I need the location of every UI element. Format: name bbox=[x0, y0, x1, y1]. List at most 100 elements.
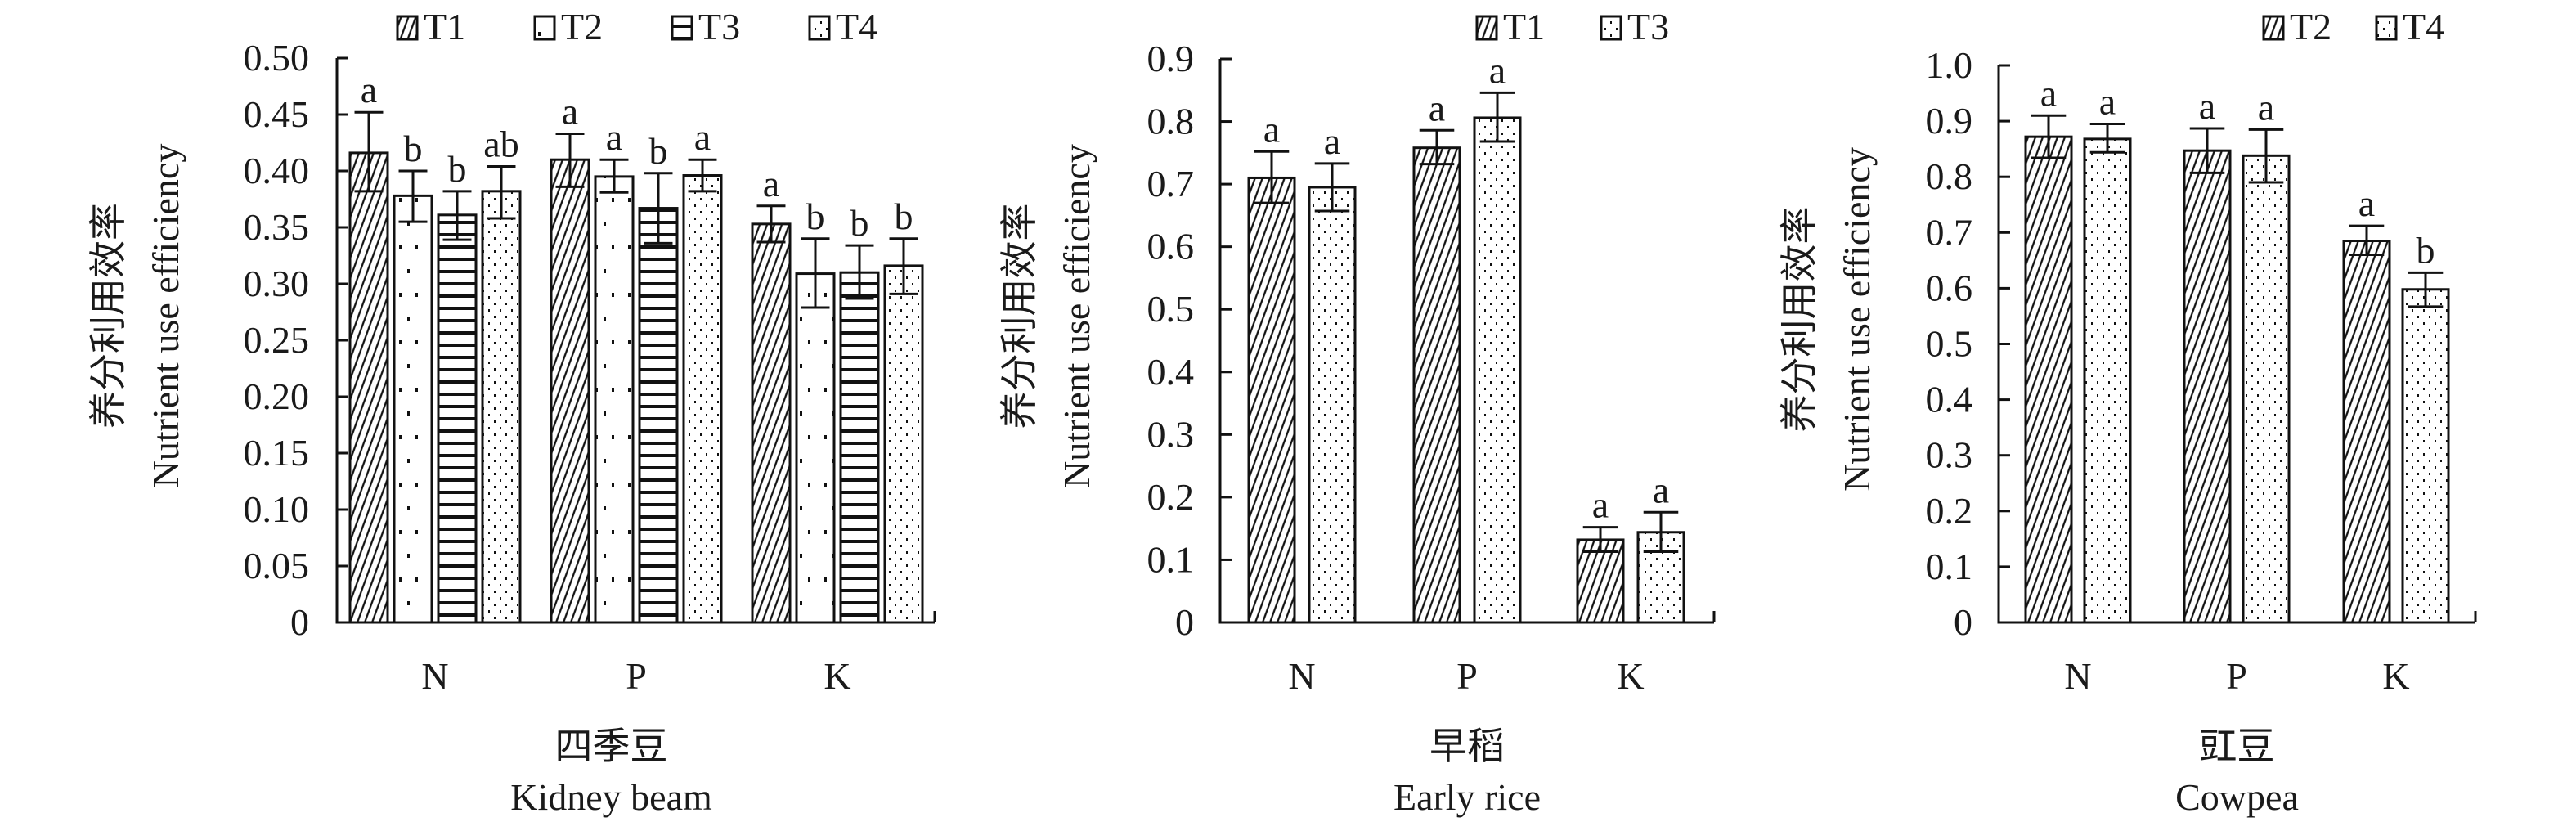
significance-letter: a bbox=[1324, 120, 1340, 162]
y-tick-label: 0.4 bbox=[1147, 351, 1195, 393]
bar bbox=[682, 174, 723, 624]
bar-N-T1: a bbox=[348, 69, 389, 624]
significance-letter: a bbox=[2099, 81, 2116, 123]
bar-K-T3: b bbox=[839, 202, 880, 624]
bar bbox=[1247, 176, 1296, 624]
legend-label: T1 bbox=[1503, 6, 1545, 47]
bar-P-T1: a bbox=[550, 90, 590, 624]
y-tick-label: 0.8 bbox=[1926, 155, 1973, 197]
legend-swatch bbox=[671, 15, 693, 41]
bar bbox=[1308, 186, 1357, 624]
bar-P-T3: b bbox=[638, 130, 679, 624]
bar-P-T2: a bbox=[594, 116, 635, 624]
chart-title-cn: 早稻 bbox=[1429, 725, 1505, 767]
bar bbox=[751, 222, 792, 624]
bar-P-T1: a bbox=[1412, 87, 1461, 624]
bar bbox=[2242, 154, 2291, 624]
y-tick-label: 0.50 bbox=[244, 37, 310, 79]
y-axis-ticks: 0 0.1 0.2 0.3 0.4 0.5 0.6 0.7 0.8 0.9 1.0 bbox=[1926, 44, 2010, 643]
significance-letter: a bbox=[1489, 49, 1506, 91]
y-tick-label: 0.15 bbox=[244, 432, 310, 474]
bar bbox=[638, 207, 679, 624]
significance-letter: a bbox=[361, 69, 377, 110]
legend-label: T1 bbox=[424, 6, 465, 47]
y-axis-ticks: 0 0.05 0.10 0.15 0.20 0.25 0.30 0.35 0.40 0.45 0.5… bbox=[244, 37, 348, 643]
x-tick-label: N bbox=[1288, 655, 1315, 697]
significance-letter: b bbox=[895, 195, 913, 237]
legend-item-T1: T1 bbox=[1475, 6, 1545, 47]
chart-title-cn: 豇豆 bbox=[2200, 725, 2275, 767]
bar-N-T3: a bbox=[1308, 120, 1357, 624]
y-tick-label: 0.6 bbox=[1926, 267, 1973, 308]
y-tick-label: 0.9 bbox=[1147, 38, 1195, 79]
x-tick-label: N bbox=[2064, 655, 2091, 697]
chart-title-en: Early rice bbox=[1393, 776, 1541, 818]
significance-letter: a bbox=[2199, 85, 2215, 127]
bar-P-T4: a bbox=[682, 116, 723, 624]
bar bbox=[2401, 288, 2450, 624]
y-tick-label: 0.5 bbox=[1147, 288, 1195, 330]
legend-item-T4: T4 bbox=[2375, 6, 2444, 47]
legend: T1 T3 bbox=[1475, 6, 1669, 47]
chart-title-en: Kidney beam bbox=[510, 776, 712, 818]
x-tick-label: N bbox=[421, 655, 448, 697]
bar bbox=[2083, 137, 2132, 624]
bar-N-T3: b bbox=[437, 148, 478, 624]
bars: a a a aab bbox=[2024, 72, 2450, 624]
y-tick-label: 0 bbox=[1954, 601, 1972, 643]
bar bbox=[883, 264, 924, 624]
legend-item-T2: T2 bbox=[2262, 6, 2331, 47]
chart-title-cn: 四季豆 bbox=[555, 725, 668, 767]
legend-swatch bbox=[808, 15, 831, 41]
y-axis-label-en: Nutrient use efficiency bbox=[1836, 147, 1878, 492]
y-tick-label: 0.25 bbox=[244, 319, 310, 361]
bar-P-T3: a bbox=[1473, 49, 1522, 624]
chart-title-en: Cowpea bbox=[2175, 776, 2299, 818]
significance-letter: a bbox=[694, 116, 711, 158]
y-axis-ticks: 0 0.1 0.2 0.3 0.4 0.5 0.6 0.7 0.8 0.9 bbox=[1147, 38, 1232, 643]
significance-letter: a bbox=[763, 163, 779, 204]
bar bbox=[1412, 146, 1461, 624]
bar-K-T2: a bbox=[2342, 182, 2391, 624]
y-axis-label-cn: 养分利用效率 bbox=[999, 204, 1040, 429]
legend-swatch bbox=[2262, 15, 2285, 41]
significance-letter: b bbox=[806, 195, 825, 237]
legend-item-T4: T4 bbox=[808, 6, 877, 47]
bar-P-T4: a bbox=[2242, 86, 2291, 624]
chart-cowpea: T2 T4 养分利用效率 Nutrient use efficiency 0 0.1… bbox=[1779, 6, 2477, 818]
y-tick-label: 0.7 bbox=[1926, 211, 1973, 253]
bar bbox=[481, 190, 522, 624]
bar-K-T4: b bbox=[2401, 229, 2450, 624]
significance-letter: ab bbox=[483, 123, 518, 164]
x-tick-label: K bbox=[1617, 655, 1644, 697]
legend-swatch bbox=[533, 15, 556, 41]
legend-item-T3: T3 bbox=[1600, 6, 1669, 47]
y-axis-label-cn: 养分利用效率 bbox=[88, 203, 129, 429]
legend-label: T3 bbox=[698, 6, 740, 47]
legend-swatch bbox=[396, 15, 419, 41]
bar bbox=[550, 158, 590, 624]
legend-swatch bbox=[1600, 15, 1622, 41]
bar-K-T1: a bbox=[1576, 484, 1625, 624]
significance-letter: a bbox=[1263, 108, 1280, 150]
x-tick-label: P bbox=[1456, 655, 1478, 697]
y-axis-label-cn: 养分利用效率 bbox=[1779, 207, 1820, 433]
y-tick-label: 0.45 bbox=[244, 93, 310, 135]
y-tick-label: 0.10 bbox=[244, 488, 310, 530]
y-tick-label: 0.1 bbox=[1147, 538, 1195, 580]
bar bbox=[594, 175, 635, 624]
bars: a a a a a a bbox=[1247, 49, 1685, 624]
y-tick-label: 0.3 bbox=[1147, 413, 1195, 455]
legend-item-T2: T2 bbox=[533, 6, 603, 47]
y-axis-label-en: Nutrient use efficiency bbox=[145, 144, 186, 488]
y-tick-label: 0.6 bbox=[1147, 226, 1195, 267]
y-tick-label: 0 bbox=[1175, 601, 1194, 643]
y-tick-label: 0.4 bbox=[1926, 379, 1973, 420]
y-tick-label: 0.9 bbox=[1926, 100, 1973, 141]
significance-letter: a bbox=[606, 116, 622, 158]
